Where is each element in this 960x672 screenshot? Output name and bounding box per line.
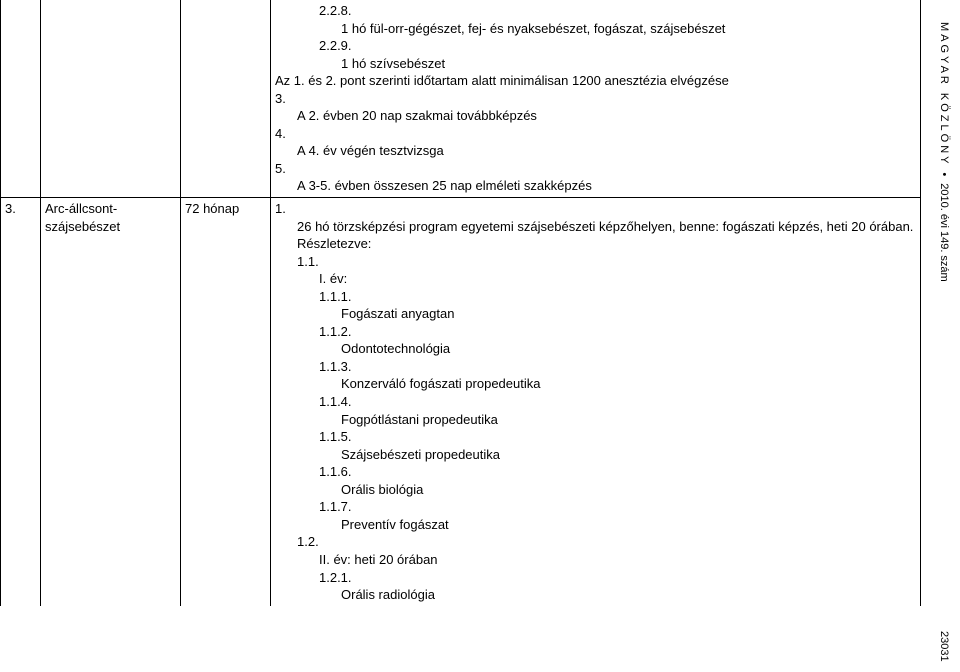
side-pagenum: 23031	[938, 631, 950, 662]
side-marginalia: MAGYAR KÖZLÖNY • 2010. évi 149. szám 230…	[932, 10, 950, 662]
content-line: Szájsebészeti propedeutika	[275, 446, 916, 464]
row1-content: 2.2.8.1 hó fül-orr-gégészet, fej- és nya…	[271, 0, 921, 198]
side-header: MAGYAR KÖZLÖNY	[938, 22, 950, 172]
content-line: 1.1.4.	[275, 393, 916, 411]
content-line: Fogpótlástani propedeutika	[275, 411, 916, 429]
row2-name: Arc-állcsont-szájsebészet	[41, 198, 181, 606]
content-line: 1.1.7.	[275, 498, 916, 516]
row1-duration	[181, 0, 271, 198]
content-line: Konzerváló fogászati propedeutika	[275, 375, 916, 393]
content-line: 1.1.6.	[275, 463, 916, 481]
content-line: 2.2.8.	[275, 2, 916, 20]
content-line: 1.1.1.	[275, 288, 916, 306]
side-header-block: MAGYAR KÖZLÖNY • 2010. évi 149. szám	[938, 22, 950, 282]
content-line: 1.1.2.	[275, 323, 916, 341]
content-line: Az 1. és 2. pont szerinti időtartam alat…	[275, 72, 916, 90]
table-row: 3. Arc-állcsont-szájsebészet 72 hónap 1.…	[1, 198, 921, 606]
content-line: 1.2.1.	[275, 569, 916, 587]
row1-name	[41, 0, 181, 198]
content-line: 3.	[275, 90, 916, 108]
table-row: 2.2.8.1 hó fül-orr-gégészet, fej- és nya…	[1, 0, 921, 198]
side-issue: 2010. évi 149. szám	[938, 183, 950, 281]
content-line: 26 hó törzsképzési program egyetemi száj…	[275, 218, 916, 236]
content-line: I. év:	[275, 270, 916, 288]
content-line: II. év: heti 20 órában	[275, 551, 916, 569]
content-line: Fogászati anyagtan	[275, 305, 916, 323]
content-line: 1 hó fül-orr-gégészet, fej- és nyaksebés…	[275, 20, 916, 38]
content-line: A 4. év végén tesztvizsga	[275, 142, 916, 160]
row1-num	[1, 0, 41, 198]
row2-num: 3.	[1, 198, 41, 606]
content-line: 4.	[275, 125, 916, 143]
content-line: 5.	[275, 160, 916, 178]
content-line: Odontotechnológia	[275, 340, 916, 358]
content-line: Részletezve:	[275, 235, 916, 253]
side-bullet: •	[938, 172, 950, 183]
content-line: 1.1.	[275, 253, 916, 271]
content-line: 2.2.9.	[275, 37, 916, 55]
side-header-line: MAGYAR KÖZLÖNY • 2010. évi 149. szám	[938, 22, 950, 282]
content-line: Orális radiológia	[275, 586, 916, 604]
content-line: Preventív fogászat	[275, 516, 916, 534]
page-content: 2.2.8.1 hó fül-orr-gégészet, fej- és nya…	[0, 0, 920, 672]
content-line: 1.2.	[275, 533, 916, 551]
content-line: 1.1.3.	[275, 358, 916, 376]
content-line: A 2. évben 20 nap szakmai továbbképzés	[275, 107, 916, 125]
content-line: Orális biológia	[275, 481, 916, 499]
row2-duration: 72 hónap	[181, 198, 271, 606]
content-line: 1.1.5.	[275, 428, 916, 446]
content-table: 2.2.8.1 hó fül-orr-gégészet, fej- és nya…	[0, 0, 921, 606]
content-line: A 3-5. évben összesen 25 nap elméleti sz…	[275, 177, 916, 195]
content-line: 1.	[275, 200, 916, 218]
row2-content: 1.26 hó törzsképzési program egyetemi sz…	[271, 198, 921, 606]
content-line: 1 hó szívsebészet	[275, 55, 916, 73]
